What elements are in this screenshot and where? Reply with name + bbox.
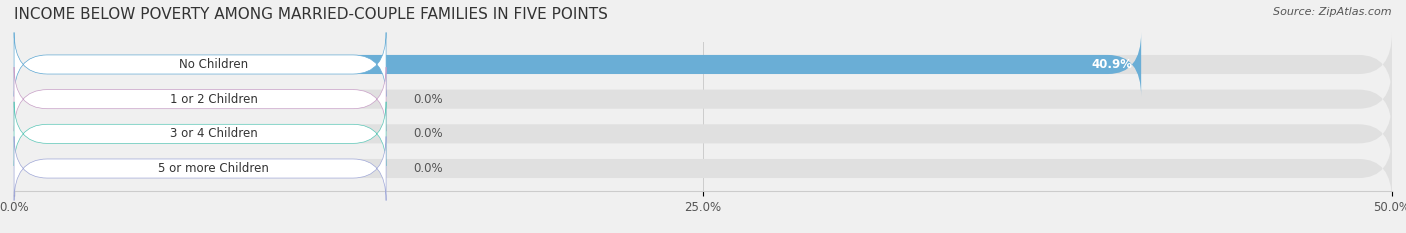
Text: No Children: No Children bbox=[180, 58, 249, 71]
Text: 40.9%: 40.9% bbox=[1092, 58, 1133, 71]
Text: 1 or 2 Children: 1 or 2 Children bbox=[170, 93, 257, 106]
Text: 0.0%: 0.0% bbox=[413, 127, 443, 140]
FancyBboxPatch shape bbox=[14, 137, 1392, 201]
FancyBboxPatch shape bbox=[14, 67, 387, 131]
FancyBboxPatch shape bbox=[14, 32, 1392, 96]
FancyBboxPatch shape bbox=[14, 32, 387, 96]
Text: INCOME BELOW POVERTY AMONG MARRIED-COUPLE FAMILIES IN FIVE POINTS: INCOME BELOW POVERTY AMONG MARRIED-COUPL… bbox=[14, 7, 607, 22]
FancyBboxPatch shape bbox=[14, 67, 1392, 131]
FancyBboxPatch shape bbox=[14, 32, 1142, 96]
Text: Source: ZipAtlas.com: Source: ZipAtlas.com bbox=[1274, 7, 1392, 17]
FancyBboxPatch shape bbox=[14, 102, 387, 166]
FancyBboxPatch shape bbox=[14, 137, 387, 201]
Text: 3 or 4 Children: 3 or 4 Children bbox=[170, 127, 257, 140]
Text: 5 or more Children: 5 or more Children bbox=[159, 162, 270, 175]
Text: 0.0%: 0.0% bbox=[413, 93, 443, 106]
Text: 0.0%: 0.0% bbox=[413, 162, 443, 175]
FancyBboxPatch shape bbox=[14, 102, 1392, 166]
